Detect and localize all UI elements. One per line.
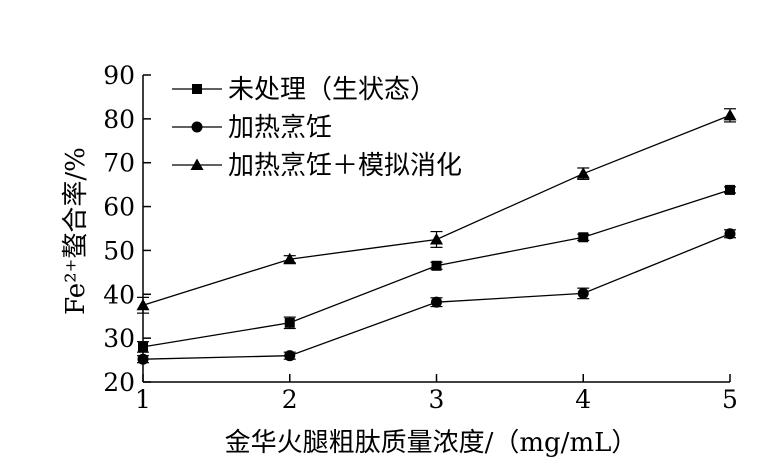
data-point: [136, 298, 150, 311]
y-axis-title: Fe²⁺螯合率/%: [61, 147, 91, 315]
legend-label: 加热烹饪: [228, 113, 332, 143]
legend-item-circle: 加热烹饪: [172, 113, 332, 143]
data-point: [724, 228, 736, 240]
y-tick-label: 60: [103, 193, 135, 222]
x-tick-label: 1: [135, 385, 151, 414]
data-point: [431, 260, 442, 271]
y-tick-label: 90: [103, 61, 135, 90]
series-layer: [136, 108, 737, 365]
y-tick-label: 20: [103, 368, 135, 397]
x-tick-label: 3: [429, 385, 445, 414]
x-tick-label: 5: [722, 385, 738, 414]
series-triangle: [136, 108, 737, 314]
legend-item-triangle: 加热烹饪＋模拟消化: [172, 151, 462, 181]
data-point: [430, 232, 443, 245]
x-tick-label: 4: [575, 385, 591, 414]
data-point: [137, 353, 149, 365]
y-tick-label: 30: [103, 324, 135, 353]
legend-label: 未处理（生状态）: [228, 75, 436, 105]
data-point: [284, 317, 295, 328]
series-line: [142, 233, 731, 360]
data-point: [431, 296, 442, 308]
series-line: [142, 114, 731, 306]
data-point: [284, 350, 296, 362]
data-point: [723, 108, 737, 121]
legend-label: 加热烹饪＋模拟消化: [228, 151, 462, 181]
x-axis-title: 金华火腿粗肽质量浓度/（mg/mL）: [225, 428, 638, 458]
series-square: [137, 184, 736, 353]
data-point: [576, 167, 590, 179]
legend-marker: [190, 158, 204, 170]
data-point: [283, 252, 297, 265]
data-point: [725, 184, 735, 195]
y-tick-label: 50: [103, 236, 135, 265]
data-point: [138, 341, 148, 352]
data-point: [578, 232, 589, 243]
ticks: 20 30 40 50 60 70 80 90 1 2 3 4 5: [103, 61, 738, 414]
legend-marker: [191, 121, 203, 133]
series-circle: [137, 228, 736, 365]
legend-item-square: 未处理（生状态）: [172, 75, 436, 105]
x-tick-label: 2: [282, 385, 298, 414]
y-tick-label: 70: [103, 149, 135, 178]
y-tick-label: 80: [103, 105, 135, 134]
legend-marker: [192, 84, 202, 94]
y-tick-label: 40: [103, 280, 135, 309]
data-point: [577, 287, 589, 299]
